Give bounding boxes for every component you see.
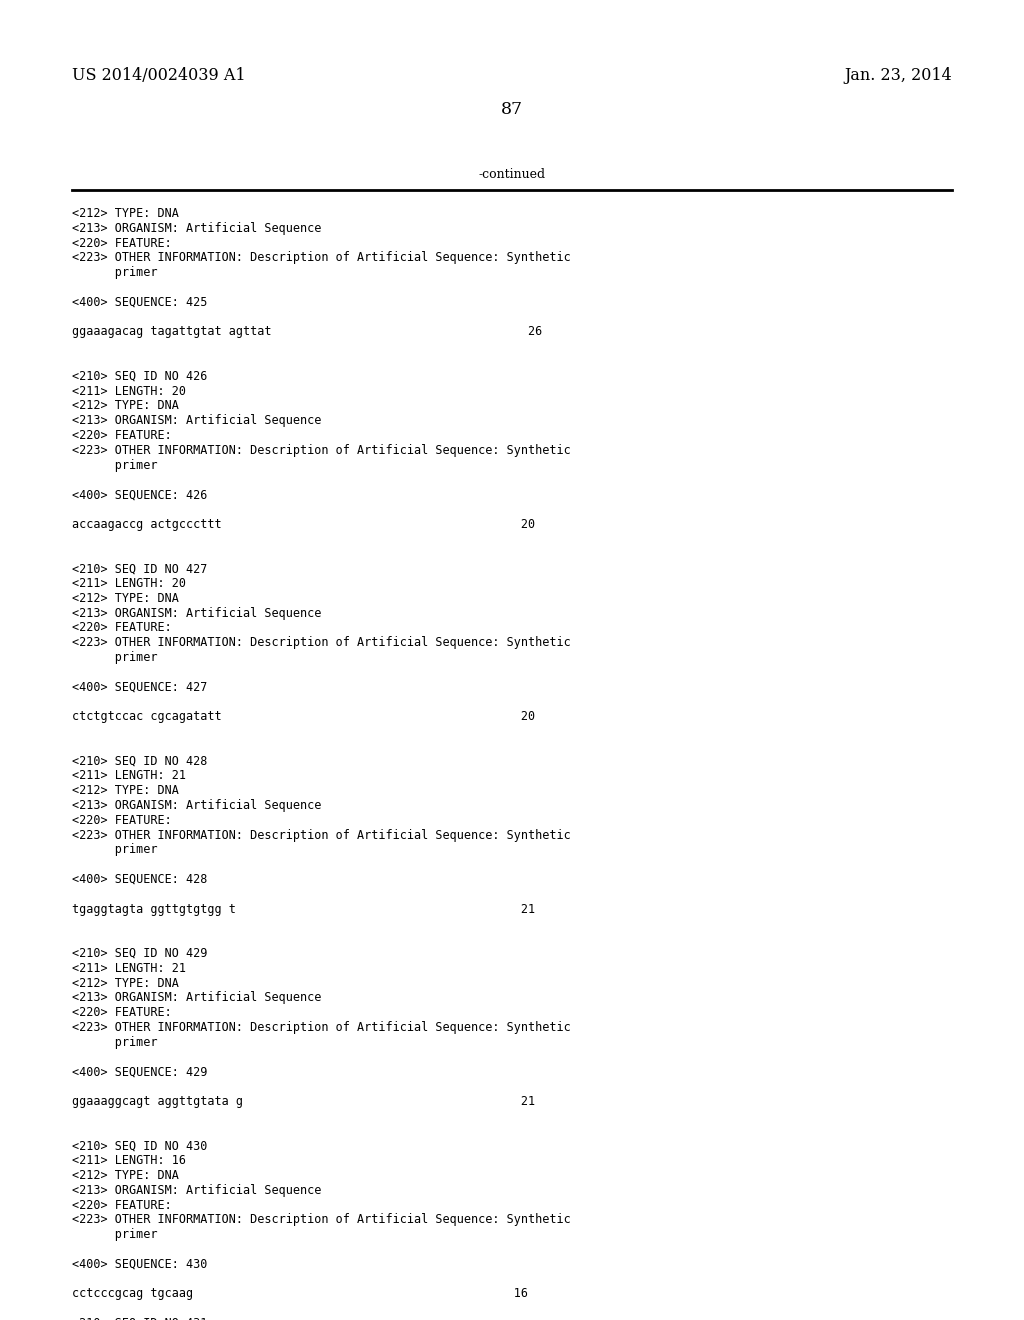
- Text: 87: 87: [501, 102, 523, 119]
- Text: Jan. 23, 2014: Jan. 23, 2014: [844, 66, 952, 83]
- Text: <213> ORGANISM: Artificial Sequence: <213> ORGANISM: Artificial Sequence: [72, 607, 322, 619]
- Text: <211> LENGTH: 21: <211> LENGTH: 21: [72, 962, 186, 974]
- Text: -continued: -continued: [478, 169, 546, 181]
- Text: <223> OTHER INFORMATION: Description of Artificial Sequence: Synthetic: <223> OTHER INFORMATION: Description of …: [72, 829, 570, 842]
- Text: ctctgtccac cgcagatatt                                          20: ctctgtccac cgcagatatt 20: [72, 710, 536, 723]
- Text: <400> SEQUENCE: 425: <400> SEQUENCE: 425: [72, 296, 208, 309]
- Text: <400> SEQUENCE: 428: <400> SEQUENCE: 428: [72, 873, 208, 886]
- Text: <220> FEATURE:: <220> FEATURE:: [72, 236, 172, 249]
- Text: <211> LENGTH: 16: <211> LENGTH: 16: [72, 1154, 186, 1167]
- Text: <211> LENGTH: 21: <211> LENGTH: 21: [72, 770, 186, 783]
- Text: ggaaagacag tagattgtat agttat                                    26: ggaaagacag tagattgtat agttat 26: [72, 326, 543, 338]
- Text: <223> OTHER INFORMATION: Description of Artificial Sequence: Synthetic: <223> OTHER INFORMATION: Description of …: [72, 444, 570, 457]
- Text: <220> FEATURE:: <220> FEATURE:: [72, 1006, 172, 1019]
- Text: <400> SEQUENCE: 429: <400> SEQUENCE: 429: [72, 1065, 208, 1078]
- Text: <213> ORGANISM: Artificial Sequence: <213> ORGANISM: Artificial Sequence: [72, 1184, 322, 1197]
- Text: <210> SEQ ID NO 429: <210> SEQ ID NO 429: [72, 946, 208, 960]
- Text: <220> FEATURE:: <220> FEATURE:: [72, 429, 172, 442]
- Text: <212> TYPE: DNA: <212> TYPE: DNA: [72, 591, 179, 605]
- Text: <212> TYPE: DNA: <212> TYPE: DNA: [72, 1170, 179, 1181]
- Text: <223> OTHER INFORMATION: Description of Artificial Sequence: Synthetic: <223> OTHER INFORMATION: Description of …: [72, 1213, 570, 1226]
- Text: primer: primer: [72, 651, 158, 664]
- Text: <210> SEQ ID NO 430: <210> SEQ ID NO 430: [72, 1139, 208, 1152]
- Text: <213> ORGANISM: Artificial Sequence: <213> ORGANISM: Artificial Sequence: [72, 222, 322, 235]
- Text: <400> SEQUENCE: 426: <400> SEQUENCE: 426: [72, 488, 208, 502]
- Text: <223> OTHER INFORMATION: Description of Artificial Sequence: Synthetic: <223> OTHER INFORMATION: Description of …: [72, 251, 570, 264]
- Text: ggaaaggcagt aggttgtata g                                       21: ggaaaggcagt aggttgtata g 21: [72, 1096, 536, 1107]
- Text: <213> ORGANISM: Artificial Sequence: <213> ORGANISM: Artificial Sequence: [72, 414, 322, 428]
- Text: primer: primer: [72, 458, 158, 471]
- Text: <210> SEQ ID NO 431: <210> SEQ ID NO 431: [72, 1317, 208, 1320]
- Text: <210> SEQ ID NO 426: <210> SEQ ID NO 426: [72, 370, 208, 383]
- Text: <211> LENGTH: 20: <211> LENGTH: 20: [72, 577, 186, 590]
- Text: US 2014/0024039 A1: US 2014/0024039 A1: [72, 66, 246, 83]
- Text: primer: primer: [72, 267, 158, 280]
- Text: <220> FEATURE:: <220> FEATURE:: [72, 1199, 172, 1212]
- Text: <213> ORGANISM: Artificial Sequence: <213> ORGANISM: Artificial Sequence: [72, 799, 322, 812]
- Text: <210> SEQ ID NO 427: <210> SEQ ID NO 427: [72, 562, 208, 576]
- Text: <212> TYPE: DNA: <212> TYPE: DNA: [72, 400, 179, 412]
- Text: accaagaccg actgcccttt                                          20: accaagaccg actgcccttt 20: [72, 517, 536, 531]
- Text: tgaggtagta ggttgtgtgg t                                        21: tgaggtagta ggttgtgtgg t 21: [72, 903, 536, 916]
- Text: <211> LENGTH: 20: <211> LENGTH: 20: [72, 384, 186, 397]
- Text: primer: primer: [72, 1036, 158, 1049]
- Text: <400> SEQUENCE: 427: <400> SEQUENCE: 427: [72, 681, 208, 693]
- Text: <400> SEQUENCE: 430: <400> SEQUENCE: 430: [72, 1258, 208, 1271]
- Text: <220> FEATURE:: <220> FEATURE:: [72, 622, 172, 635]
- Text: <212> TYPE: DNA: <212> TYPE: DNA: [72, 977, 179, 990]
- Text: <212> TYPE: DNA: <212> TYPE: DNA: [72, 784, 179, 797]
- Text: <212> TYPE: DNA: <212> TYPE: DNA: [72, 207, 179, 220]
- Text: <223> OTHER INFORMATION: Description of Artificial Sequence: Synthetic: <223> OTHER INFORMATION: Description of …: [72, 636, 570, 649]
- Text: <210> SEQ ID NO 428: <210> SEQ ID NO 428: [72, 755, 208, 768]
- Text: cctcccgcag tgcaag                                             16: cctcccgcag tgcaag 16: [72, 1287, 528, 1300]
- Text: <213> ORGANISM: Artificial Sequence: <213> ORGANISM: Artificial Sequence: [72, 991, 322, 1005]
- Text: primer: primer: [72, 843, 158, 857]
- Text: <223> OTHER INFORMATION: Description of Artificial Sequence: Synthetic: <223> OTHER INFORMATION: Description of …: [72, 1020, 570, 1034]
- Text: primer: primer: [72, 1228, 158, 1241]
- Text: <220> FEATURE:: <220> FEATURE:: [72, 814, 172, 826]
